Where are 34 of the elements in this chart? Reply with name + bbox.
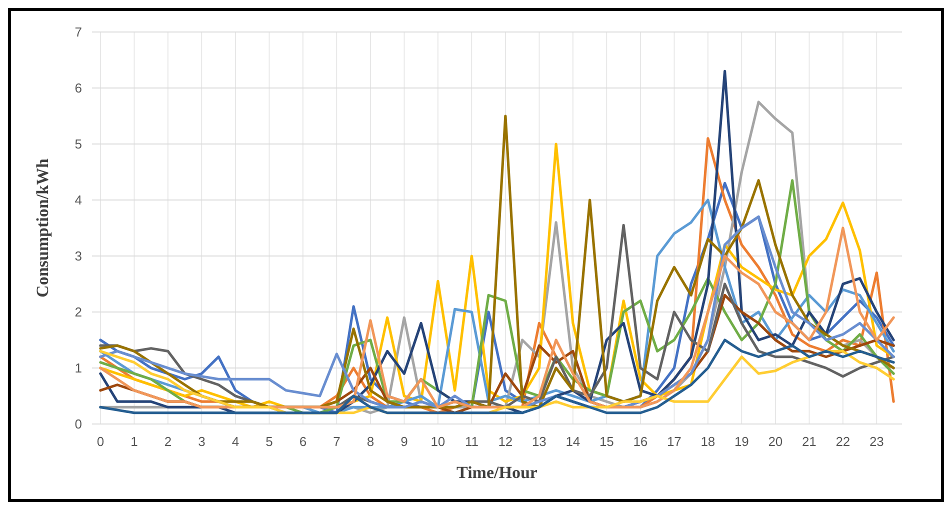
x-tick-label: 21 [802, 434, 816, 449]
x-tick-label: 15 [599, 434, 614, 449]
x-tick-label: 19 [734, 434, 749, 449]
x-tick-label: 18 [700, 434, 716, 449]
x-tick-label: 16 [633, 434, 648, 449]
x-tick-label: 11 [464, 434, 478, 449]
y-tick-label: 3 [74, 248, 82, 264]
y-tick-label: 1 [74, 360, 82, 376]
x-tick-label: 8 [366, 434, 374, 449]
y-tick-label: 0 [74, 416, 82, 432]
y-axis-title: Consumption/kWh [33, 158, 52, 298]
x-tick-label: 1 [130, 434, 138, 449]
x-tick-label: 13 [532, 434, 546, 449]
y-tick-label: 4 [74, 192, 82, 208]
x-tick-label: 6 [299, 434, 307, 449]
x-tick-label: 23 [869, 434, 884, 449]
x-tick-label: 10 [430, 434, 446, 449]
x-tick-label: 0 [96, 434, 104, 449]
x-tick-label: 4 [232, 434, 240, 449]
x-tick-label: 22 [836, 434, 850, 449]
x-tick-label: 20 [768, 434, 783, 449]
x-tick-label: 2 [164, 434, 172, 449]
y-tick-label: 2 [74, 304, 82, 320]
x-tick-label: 17 [666, 434, 682, 449]
x-tick-label: 9 [400, 434, 408, 449]
y-tick-label: 6 [74, 80, 82, 96]
y-tick-label: 7 [74, 24, 82, 40]
x-tick-label: 5 [266, 434, 273, 449]
x-axis-title: Time/Hour [456, 463, 538, 482]
x-tick-label: 7 [333, 434, 340, 449]
x-tick-label: 12 [498, 434, 513, 449]
x-tick-label: 3 [198, 434, 206, 449]
x-tick-label: 14 [566, 434, 580, 449]
y-tick-label: 5 [74, 136, 82, 152]
